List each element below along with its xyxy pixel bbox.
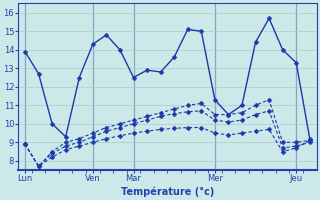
X-axis label: Température (°c): Température (°c): [121, 186, 214, 197]
